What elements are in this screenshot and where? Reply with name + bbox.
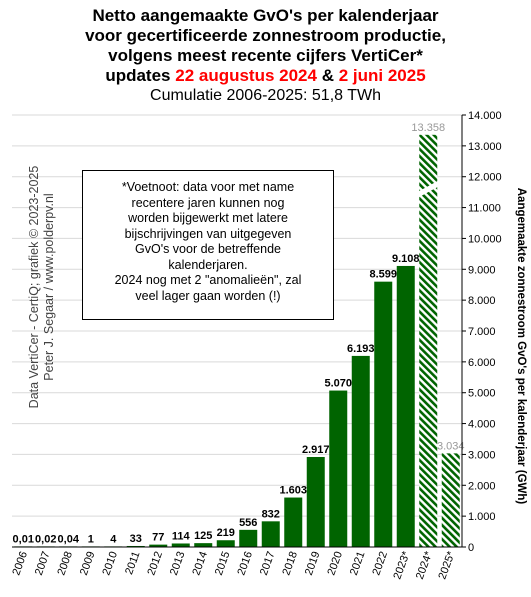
x-tick-label: 2010 bbox=[100, 550, 120, 577]
footnote-line: veel lager gaan worden (!) bbox=[135, 288, 281, 303]
value-label: 114 bbox=[172, 530, 191, 542]
x-tick-label: 2017 bbox=[258, 550, 278, 577]
bar bbox=[374, 281, 393, 547]
y-tick-label: 2.000 bbox=[468, 480, 496, 492]
value-label: 13.358 bbox=[411, 122, 445, 134]
y-tick-label: 11.000 bbox=[468, 203, 501, 215]
bar bbox=[396, 265, 415, 547]
footnote-line: GvO's voor de betreffende bbox=[135, 242, 281, 256]
value-label: 9.108 bbox=[392, 253, 420, 265]
bar bbox=[284, 497, 303, 547]
bar bbox=[194, 543, 213, 547]
value-label: 219 bbox=[217, 527, 235, 539]
bar bbox=[216, 540, 235, 547]
y-tick-label: 8.000 bbox=[468, 295, 496, 307]
value-label: 1 bbox=[88, 533, 94, 545]
bar bbox=[306, 456, 325, 547]
x-tick-label: 2007 bbox=[33, 550, 53, 577]
x-tick-label: 2025* bbox=[436, 549, 457, 581]
chart-subtitle: Cumulatie 2006-2025: 51,8 TWh bbox=[150, 87, 381, 104]
x-tick-label: 2008 bbox=[55, 550, 75, 577]
y-tick-label: 4.000 bbox=[468, 419, 496, 431]
title-update-date-2: 2 juni 2025 bbox=[338, 66, 426, 85]
bar bbox=[441, 453, 460, 547]
value-label: 2.917 bbox=[302, 444, 330, 456]
value-label: 832 bbox=[262, 508, 280, 520]
bar bbox=[261, 521, 280, 547]
y-tick-label: 14.000 bbox=[468, 110, 502, 122]
value-label: 0,04 bbox=[58, 533, 80, 545]
axis-break-mark bbox=[417, 180, 440, 199]
value-label: 0,02 bbox=[35, 533, 56, 545]
bar bbox=[351, 355, 370, 547]
title-update-prefix: updates bbox=[105, 66, 176, 85]
title-line-4: updates 22 augustus 2024 & 2 juni 2025 bbox=[0, 66, 531, 86]
x-tick-label: 2016 bbox=[235, 550, 255, 577]
y-tick-label: 3.000 bbox=[468, 449, 496, 461]
value-label: 77 bbox=[152, 532, 164, 544]
x-tick-label: 2011 bbox=[123, 550, 142, 576]
bar bbox=[126, 545, 145, 547]
footnote-line: 2024 nog met 2 "anomalieën", zal bbox=[114, 273, 302, 287]
x-tick-label: 2006 bbox=[10, 550, 30, 577]
bar bbox=[419, 134, 438, 547]
y-axis-title: Aangemaakte zonnestroom GvO's per kalend… bbox=[515, 188, 527, 505]
footnote-line: bijschrijvingen van uitgegeven bbox=[124, 226, 292, 241]
x-tick-label: 2019 bbox=[303, 550, 323, 577]
y-tick-label: 10.000 bbox=[468, 233, 502, 245]
x-tick-label: 2024* bbox=[414, 549, 435, 581]
title-line-2: voor gecertificeerde zonnestroom product… bbox=[85, 26, 446, 45]
title-update-date-1: 22 augustus 2024 bbox=[175, 66, 317, 85]
x-tick-label: 2009 bbox=[78, 550, 98, 577]
x-tick-label: 2021 bbox=[348, 550, 368, 577]
y-tick-label: 9.000 bbox=[468, 264, 496, 276]
value-label: 33 bbox=[130, 533, 142, 545]
bar bbox=[239, 529, 258, 547]
value-label: 125 bbox=[194, 530, 212, 542]
bar bbox=[329, 390, 348, 547]
bar bbox=[171, 543, 190, 547]
watermark-line-1: Data VertiCer - CertiQ; grafiek © 2023-2… bbox=[27, 166, 41, 409]
y-tick-label: 13.000 bbox=[468, 141, 502, 153]
chart-title: Netto aangemaakte GvO's per kalenderjaar… bbox=[0, 6, 531, 86]
title-update-amp: & bbox=[316, 66, 339, 85]
watermark-line-2: Peter J. Segaar / www.polderpv.nl bbox=[42, 193, 56, 380]
footnote-line: recentere jaren kunnen nog bbox=[131, 195, 285, 210]
value-label: 5.070 bbox=[324, 378, 352, 390]
value-label: 556 bbox=[239, 517, 257, 529]
y-tick-label: 7.000 bbox=[468, 326, 496, 338]
value-label: 4 bbox=[110, 533, 117, 545]
x-tick-label: 2012 bbox=[145, 550, 165, 577]
footnote-line: worden bijgewerkt met latere bbox=[128, 211, 288, 225]
x-tick-label: 2018 bbox=[280, 550, 300, 577]
value-label: 3.034 bbox=[437, 440, 465, 452]
value-labels: 0,01 0,02 0,04 1 4 33 77 114 125 219 556 832 1.603 2.… bbox=[13, 122, 465, 546]
value-label: 6.193 bbox=[347, 343, 375, 355]
x-tick-label: 2023* bbox=[391, 549, 412, 581]
footnote-line: kalenderjaren. bbox=[168, 257, 248, 272]
y-tick-label: 6.000 bbox=[468, 357, 496, 369]
x-tick-label: 2013 bbox=[168, 550, 188, 577]
value-label: 0,01 bbox=[13, 533, 34, 545]
bars bbox=[14, 134, 460, 547]
x-tick-label: 2015 bbox=[213, 550, 233, 577]
y-tick-label: 12.000 bbox=[468, 172, 502, 184]
footnote-line: *Voetnoot: data voor met name bbox=[121, 180, 295, 194]
title-line-3: volgens meest recente cijfers VertiCer* bbox=[108, 46, 423, 65]
bar bbox=[149, 544, 168, 547]
x-tick-label: 2022 bbox=[370, 550, 390, 577]
x-tick-label: 2014 bbox=[190, 550, 210, 577]
y-tick-label: 1.000 bbox=[468, 511, 496, 523]
footnote-box: *Voetnoot: data voor met name recentere … bbox=[82, 170, 334, 320]
value-label: 1.603 bbox=[279, 485, 307, 497]
title-line-1: Netto aangemaakte GvO's per kalenderjaar bbox=[92, 6, 439, 25]
value-label: 8.599 bbox=[369, 269, 397, 281]
y-tick-label: 5.000 bbox=[468, 388, 496, 400]
x-tick-label: 2020 bbox=[325, 550, 345, 577]
y-tick-label: 0 bbox=[468, 542, 474, 554]
